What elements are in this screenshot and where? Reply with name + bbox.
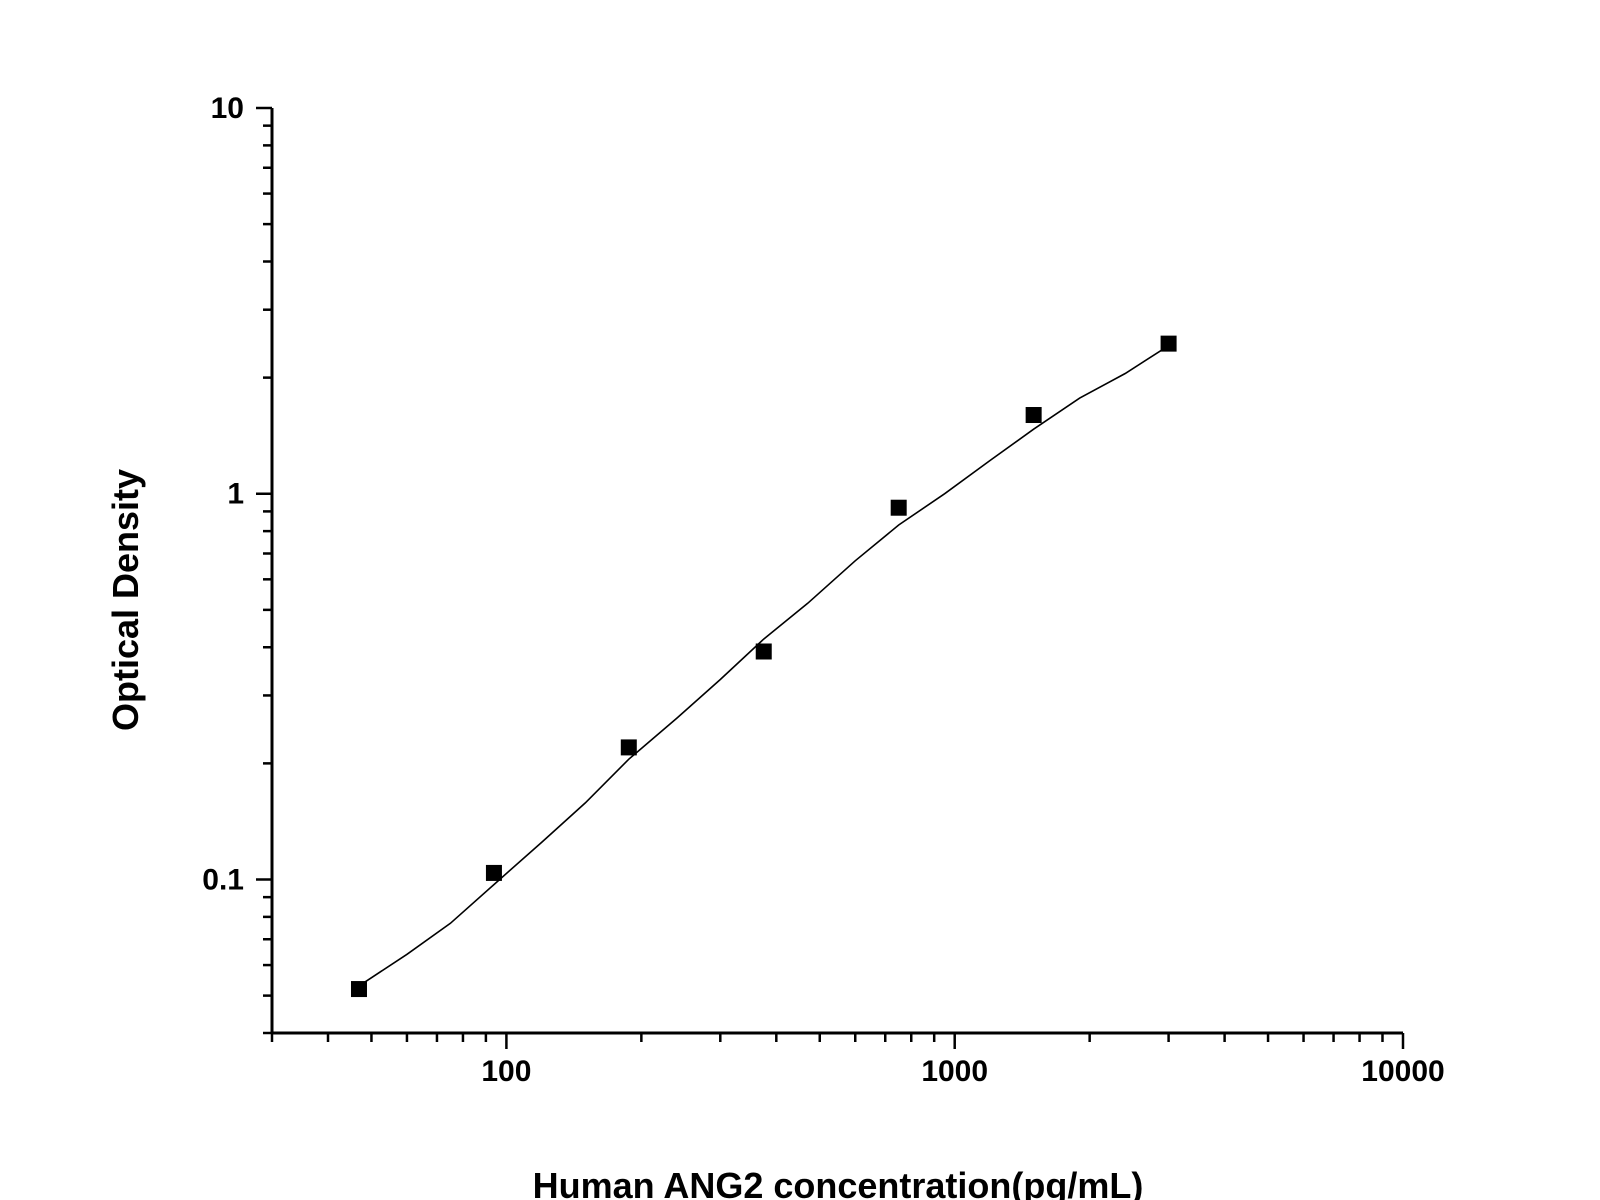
data-points [350, 335, 1177, 998]
data-point [1160, 335, 1177, 352]
data-point [350, 981, 367, 998]
fit-curve-layer [358, 345, 1170, 987]
y-tick-label: 1 [227, 478, 244, 511]
x-tick-label: 100 [481, 1055, 531, 1088]
x-axis-ticks [270, 1033, 1405, 1049]
data-point [890, 499, 907, 516]
x-tick-label: 1000 [921, 1055, 988, 1088]
y-axis-title: Optical Density [105, 469, 146, 731]
x-axis-title: Human ANG2 concentration(pg/mL) [533, 1165, 1144, 1200]
fit-curve [358, 345, 1170, 987]
y-tick-label: 0.1 [202, 863, 244, 896]
data-point [485, 864, 502, 881]
x-tick-label: 10000 [1361, 1055, 1444, 1088]
data-point [620, 739, 637, 756]
data-point [1025, 407, 1042, 424]
axes [270, 108, 1403, 1035]
y-tick-label: 10 [211, 92, 244, 125]
y-axis-ticks [256, 106, 272, 1035]
data-point [755, 643, 772, 660]
tick-labels: 100 1000 10000 0.1 1 10 [202, 92, 1444, 1088]
